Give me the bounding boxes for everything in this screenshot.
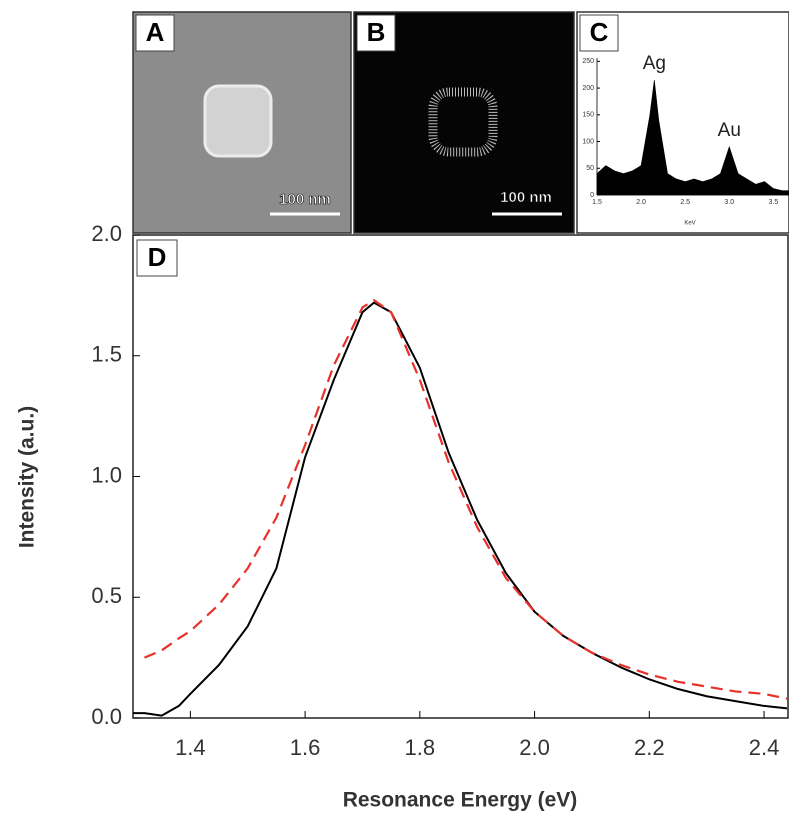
label-box	[579, 14, 619, 52]
spectrum	[596, 80, 789, 196]
y-tick-label: 0	[590, 192, 594, 199]
y-tick-label: 50	[586, 165, 594, 172]
x-tick-label: 3.0	[724, 199, 734, 206]
scale-bar-label: 100 nm	[279, 191, 331, 208]
panel-label: C	[590, 17, 609, 47]
x-tick-label: 2.5	[680, 199, 690, 206]
plot-area	[133, 299, 788, 717]
y-axis-title: Intensity (a.u.)	[16, 406, 39, 548]
panel-label: B	[367, 17, 386, 47]
y-tick-label: 2.0	[91, 221, 122, 246]
panel-label: D	[148, 242, 167, 272]
x-tick-label: 1.8	[405, 735, 436, 760]
ring-map	[428, 87, 498, 157]
x-tick-label: 1.6	[290, 735, 321, 760]
x-tick-label: 1.4	[175, 735, 206, 760]
panel-a: A 100 nm	[132, 11, 352, 234]
fit-line	[144, 299, 788, 700]
data-line	[133, 301, 788, 717]
x-tick-label: 3.5	[768, 199, 778, 206]
scale-bar-label: 100 nm	[500, 189, 552, 206]
panel-label: A	[146, 17, 165, 47]
plot-area	[596, 80, 789, 196]
y-tick-label: 200	[582, 85, 594, 92]
x-tick-label: 2.4	[749, 735, 780, 760]
y-tick-label: 1.5	[91, 342, 122, 367]
peak-label: Ag	[643, 53, 666, 74]
y-tick-label: 0.5	[91, 583, 122, 608]
y-tick-label: 0.0	[91, 704, 122, 729]
panel-b: B 100 nm	[353, 11, 575, 234]
plot-frame	[132, 234, 789, 719]
label-box	[136, 239, 178, 277]
peak-label: Au	[718, 120, 741, 141]
x-tick-label: 1.5	[592, 199, 602, 206]
y-tick-label: 1.0	[91, 462, 122, 487]
nanocube	[203, 84, 273, 158]
x-tick-label: 2.0	[636, 199, 646, 206]
x-tick-label: 2.2	[634, 735, 665, 760]
x-axis-title: Resonance Energy (eV)	[343, 789, 578, 812]
x-axis-title: KeV	[684, 221, 695, 227]
y-tick-label: 250	[582, 58, 594, 65]
label-box	[356, 14, 396, 52]
label-box	[135, 14, 175, 52]
y-tick-label: 100	[582, 138, 594, 145]
x-tick-label: 2.0	[519, 735, 550, 760]
y-tick-label: 150	[582, 112, 594, 119]
